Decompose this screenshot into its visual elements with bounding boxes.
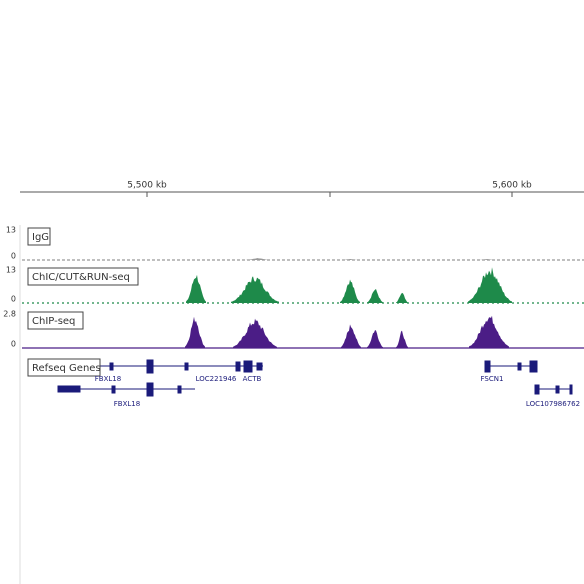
track-label: ChIP-seq	[32, 316, 75, 327]
exon	[517, 362, 522, 371]
track-label-box	[27, 311, 84, 330]
signal-peak	[246, 258, 270, 260]
signal-peak	[342, 259, 358, 260]
track-label-box	[27, 267, 139, 286]
track-label: IgG	[32, 232, 49, 243]
exon	[177, 385, 182, 394]
track-label: ChIC/CUT&RUN-seq	[32, 272, 130, 283]
track-label-box	[27, 227, 51, 246]
track-label: Refseq Genes	[32, 363, 101, 374]
gene-label[interactable]: FSCN1	[481, 375, 504, 383]
signal-peak	[396, 330, 408, 348]
exon	[484, 360, 491, 373]
signal-peak	[340, 279, 360, 303]
signal-peak	[233, 318, 277, 348]
exon	[109, 362, 114, 371]
track-min: 0	[11, 295, 16, 304]
gene-label[interactable]: ACTB	[243, 375, 262, 383]
track-max: 2.8	[3, 310, 16, 319]
gene-label[interactable]: LOC221946	[196, 375, 237, 383]
exon	[111, 385, 116, 394]
exon	[184, 362, 189, 371]
exon	[146, 382, 154, 397]
exon	[555, 385, 560, 394]
signal-peak	[185, 316, 205, 348]
exon	[243, 360, 253, 373]
track-min: 0	[11, 252, 16, 261]
gene-label[interactable]: LOC107986762	[526, 400, 580, 408]
signal-peak	[341, 324, 361, 348]
exon	[235, 361, 241, 372]
ruler-label: 5,500 kb	[127, 181, 167, 191]
exon	[146, 359, 154, 374]
exon	[534, 384, 540, 395]
signal-peak	[479, 259, 495, 260]
signal-peak	[186, 274, 206, 303]
signal-peak	[468, 267, 512, 303]
track-max: 13	[6, 266, 16, 275]
exon	[57, 385, 81, 393]
signal-peak	[396, 292, 408, 303]
ruler-label: 5,600 kb	[492, 181, 532, 191]
signal-peak	[367, 330, 383, 348]
exon	[569, 384, 573, 395]
gene-label[interactable]: FBXL18	[95, 375, 121, 383]
track-max: 13	[6, 226, 16, 235]
signal-peak	[231, 276, 279, 303]
gene-label[interactable]: FBXL18	[114, 400, 140, 408]
exon	[256, 362, 263, 371]
track-min: 0	[11, 340, 16, 349]
signal-peak	[367, 289, 383, 303]
exon	[529, 360, 538, 373]
track-label-box	[27, 358, 101, 377]
signal-peak	[469, 315, 509, 348]
